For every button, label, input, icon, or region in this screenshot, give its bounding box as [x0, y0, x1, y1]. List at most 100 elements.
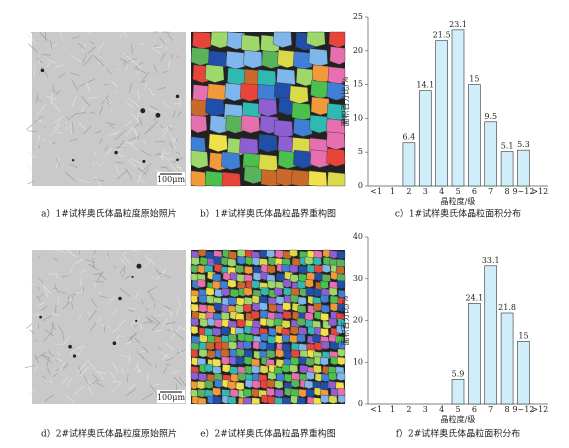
- grain-line: [52, 43, 58, 48]
- grain-line: [66, 377, 73, 386]
- x-tick-label: 5: [455, 187, 460, 196]
- grain-line: [79, 269, 87, 274]
- grain-line: [114, 265, 116, 269]
- grain-line: [92, 161, 95, 166]
- grain-line: [53, 116, 64, 123]
- grain: [327, 66, 346, 85]
- grain: [313, 302, 323, 312]
- grain-line: [72, 36, 80, 39]
- grain-line: [140, 324, 143, 330]
- grain-line: [88, 263, 95, 268]
- bar: [484, 265, 498, 405]
- grain: [321, 373, 331, 382]
- grain: [267, 280, 277, 289]
- grain-line: [120, 58, 130, 64]
- grain: [335, 325, 345, 334]
- grain: [282, 302, 292, 311]
- grain: [320, 294, 330, 304]
- grain: [258, 341, 268, 351]
- grain-line: [51, 142, 56, 144]
- grain-line: [69, 124, 72, 134]
- grain: [326, 131, 346, 150]
- grain-line: [87, 379, 94, 388]
- grain: [337, 303, 346, 312]
- grain: [244, 334, 254, 343]
- grain: [229, 288, 239, 298]
- inclusion: [118, 296, 122, 301]
- inclusion: [114, 150, 118, 155]
- y-tick-label: 40: [353, 232, 363, 241]
- scale-box: [157, 172, 185, 185]
- grain: [289, 274, 299, 283]
- grain-line: [114, 164, 120, 175]
- grain: [312, 397, 322, 405]
- y-tick-label: 10: [353, 113, 363, 122]
- x-tick-label: <1: [370, 405, 382, 414]
- grain-line: [107, 132, 118, 136]
- grain: [239, 137, 259, 157]
- grain-line: [30, 31, 33, 34]
- grain: [242, 303, 252, 313]
- grain-line: [154, 329, 163, 333]
- grain-line: [92, 150, 97, 155]
- grain: [229, 272, 239, 281]
- grain-line: [75, 112, 87, 115]
- grain-line: [52, 84, 55, 90]
- grain-line: [35, 146, 39, 152]
- grain: [305, 357, 315, 367]
- grain: [214, 379, 224, 388]
- grain: [330, 356, 340, 365]
- inclusion: [68, 344, 72, 349]
- grain-line: [111, 308, 119, 316]
- grain: [276, 273, 285, 282]
- grain: [304, 279, 314, 288]
- grain-line: [153, 303, 156, 308]
- value-label: 15: [518, 331, 528, 340]
- grain-line: [137, 112, 140, 121]
- caption: f）2#试样奥氏体晶粒面积分布: [396, 428, 521, 440]
- grain-line: [40, 66, 49, 78]
- grain-map: [190, 249, 346, 405]
- grain: [197, 388, 207, 398]
- grain-line: [55, 249, 66, 253]
- grain-line: [171, 370, 180, 375]
- grain-line: [123, 60, 127, 66]
- grain-line: [116, 170, 128, 180]
- grain: [205, 287, 215, 296]
- value-label: 9.5: [484, 112, 497, 121]
- grain-line: [43, 125, 46, 128]
- grain-line: [86, 83, 91, 94]
- grain: [252, 272, 262, 281]
- grain-line: [105, 121, 116, 126]
- grain-line: [36, 94, 39, 103]
- grain: [274, 397, 284, 405]
- grain: [212, 273, 222, 282]
- grain-line: [162, 101, 172, 109]
- grain-line: [128, 97, 140, 107]
- grain-line: [140, 72, 150, 84]
- y-tick-label: 5: [358, 147, 363, 156]
- grain: [296, 333, 306, 343]
- grain-line: [142, 163, 152, 171]
- grain-line: [162, 319, 168, 327]
- grain: [190, 114, 208, 134]
- grain: [243, 356, 253, 365]
- grain-line: [119, 335, 125, 337]
- grain-line: [133, 364, 139, 371]
- grain-line: [135, 291, 139, 299]
- grain-line: [88, 386, 92, 394]
- grain-line: [134, 121, 142, 128]
- grain-line: [173, 376, 183, 386]
- grain-line: [79, 366, 90, 377]
- grain-line: [27, 152, 37, 159]
- grain-line: [51, 89, 57, 94]
- grain: [327, 171, 346, 187]
- scale-box: [157, 390, 185, 403]
- grain: [190, 150, 209, 169]
- grain-line: [66, 298, 74, 302]
- grain-line: [155, 313, 165, 317]
- x-tick-label: 3: [423, 187, 428, 196]
- grain-line: [100, 161, 104, 165]
- grain-line: [93, 272, 104, 275]
- grain: [205, 341, 215, 351]
